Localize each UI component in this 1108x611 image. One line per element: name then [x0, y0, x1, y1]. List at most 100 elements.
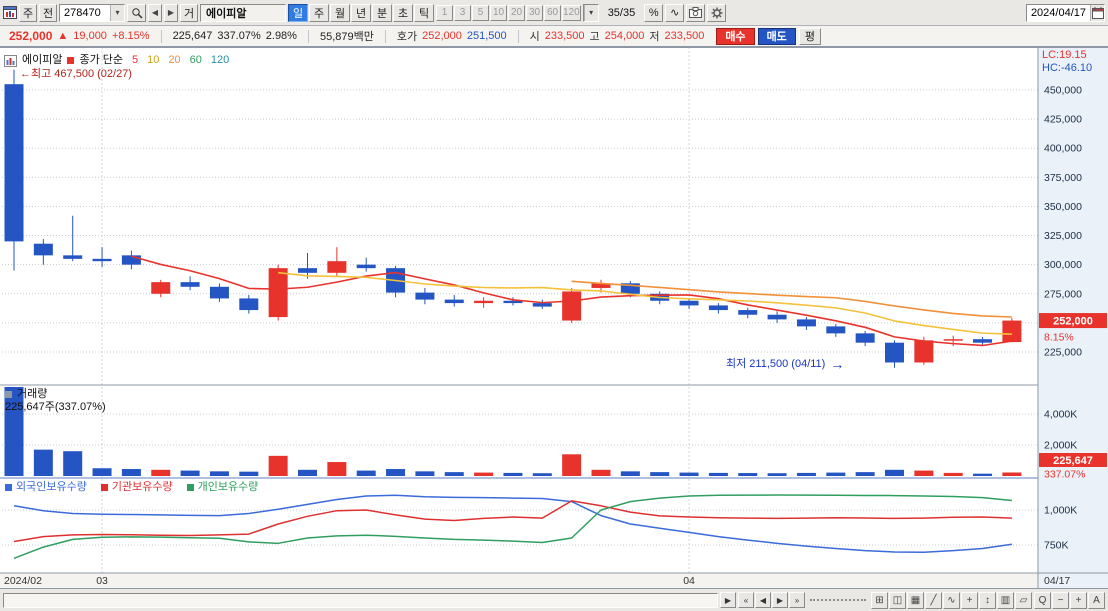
svg-text:350,000: 350,000: [1044, 201, 1082, 213]
scroll-nav-button-3[interactable]: »: [789, 592, 805, 608]
chart-window-icon[interactable]: [3, 6, 17, 19]
interval-button-30[interactable]: 30: [526, 4, 543, 21]
svg-text:337.07%: 337.07%: [1044, 469, 1085, 481]
interval-combo[interactable]: ▾: [582, 3, 599, 22]
svg-text:750K: 750K: [1044, 540, 1069, 552]
holdings-pane-legend: 외국인보유수량 기관보유수량 개인보유수량: [5, 481, 258, 494]
svg-text:375,000: 375,000: [1044, 172, 1082, 184]
buy-button[interactable]: 매수: [716, 27, 755, 45]
svg-text:252,000: 252,000: [1053, 316, 1093, 328]
scroll-nav-button-0[interactable]: «: [738, 592, 754, 608]
divider: [384, 29, 386, 43]
scroll-nav-buttons: «◀ ▶»: [738, 592, 805, 608]
svg-text:1,000K: 1,000K: [1044, 505, 1077, 517]
ma-legend-square: [67, 57, 75, 64]
volume-value: 225,647: [172, 30, 213, 42]
chevron-down-icon[interactable]: ▾: [583, 4, 598, 21]
volume-legend-square: [5, 391, 12, 398]
open-label: 시: [529, 31, 540, 43]
search-icon[interactable]: [127, 3, 146, 22]
interval-button-10[interactable]: 10: [490, 4, 507, 21]
line-style-icon[interactable]: ∿: [665, 3, 685, 22]
chart-canvas[interactable]: 450,000 425,000 400,000 375,000 350,000 325,0…: [0, 47, 1108, 588]
zoom-q-icon[interactable]: Q: [1034, 591, 1051, 609]
period-tab-년[interactable]: 년: [351, 3, 371, 22]
volume-pane-legend: 거래량 225,647주(337.07%): [5, 388, 106, 414]
exchange-button[interactable]: 거: [180, 3, 198, 22]
grid-tool-icon[interactable]: ⊞: [871, 591, 888, 609]
stock-code-combo[interactable]: 278470 ▾: [59, 3, 125, 22]
prev-stock-icon[interactable]: ◀: [148, 3, 162, 22]
panel-tool-icon[interactable]: ▱: [1015, 591, 1032, 609]
capture-icon[interactable]: [686, 3, 706, 22]
quote-bar: 252,000 ▲ 19,000 +8.15% 225,647 337.07% …: [0, 26, 1108, 47]
divider: [517, 29, 519, 43]
svg-text:8.15%: 8.15%: [1044, 332, 1074, 344]
turnover-value: 2.98%: [265, 30, 297, 42]
volume-title: 거래량: [17, 388, 48, 400]
next-stock-icon[interactable]: ▶: [164, 3, 178, 22]
trendline-tool-icon[interactable]: ╱: [925, 591, 942, 609]
period-tab-월[interactable]: 월: [330, 3, 350, 22]
vscale-tool-icon[interactable]: ↕: [979, 591, 996, 609]
period-tab-일[interactable]: 일: [288, 3, 308, 22]
scroll-nav-button-1[interactable]: ◀: [755, 592, 771, 608]
svg-text:2024/02: 2024/02: [4, 575, 42, 587]
ask-price: 252,000: [422, 30, 462, 42]
scroll-nav-button-2[interactable]: ▶: [772, 592, 788, 608]
period-tab-주[interactable]: 주: [309, 3, 329, 22]
interval-button-20[interactable]: 20: [508, 4, 525, 21]
splitter-handle[interactable]: [807, 593, 869, 608]
ma5-label: 5: [132, 54, 139, 66]
divider: [160, 29, 162, 43]
prev-setting-button[interactable]: 전: [39, 3, 57, 22]
period-tab-초[interactable]: 초: [393, 3, 413, 22]
period-tab-틱[interactable]: 틱: [414, 3, 434, 22]
svg-text:275,000: 275,000: [1044, 288, 1082, 300]
ma10-label: 10: [147, 54, 160, 66]
area-tool-icon[interactable]: ▦: [907, 591, 924, 609]
ma120-label: 120: [210, 54, 230, 66]
zoom-buttons: Q − + A: [1034, 591, 1105, 609]
chevron-down-icon[interactable]: ▾: [110, 4, 124, 21]
compare-tool-icon[interactable]: ◫: [889, 591, 906, 609]
ma-legend-label: 종가 단순: [79, 54, 124, 66]
pattern-tool-icon[interactable]: ▥: [997, 591, 1014, 609]
individual-legend-label: 개인보유수량: [197, 481, 259, 493]
interval-button-5[interactable]: 5: [472, 4, 489, 21]
svg-text:300,000: 300,000: [1044, 259, 1082, 271]
sell-button[interactable]: 매도: [757, 27, 796, 45]
crosshair-tool-icon[interactable]: +: [961, 591, 978, 609]
individual-legend-square: [186, 484, 194, 491]
stock-type-button[interactable]: 주: [19, 3, 37, 22]
lc-hc-readout: LC:19.15 HC:-46.10: [1042, 49, 1092, 75]
svg-text:325,000: 325,000: [1044, 230, 1082, 242]
auto-scale-icon[interactable]: A: [1088, 591, 1105, 609]
open-price: 233,500: [544, 30, 585, 42]
chart-h-scrollbar[interactable]: [3, 592, 718, 608]
high-annotation: ←최고 467,500 (02/27): [20, 68, 132, 80]
zoom-out-icon[interactable]: −: [1052, 591, 1069, 609]
date-value: 2024/04/17: [1030, 6, 1086, 19]
legend-institution: 기관보유수량: [100, 481, 173, 494]
interval-button-1[interactable]: 1: [436, 4, 453, 21]
interval-button-3[interactable]: 3: [454, 4, 471, 21]
scroll-right-button[interactable]: ▶: [720, 592, 736, 608]
avg-button[interactable]: 평: [798, 27, 821, 45]
interval-button-120[interactable]: 120: [562, 4, 581, 21]
wave-tool-icon[interactable]: ∿: [943, 591, 960, 609]
settings-gear-icon[interactable]: [707, 3, 727, 22]
interval-button-60[interactable]: 60: [544, 4, 561, 21]
svg-text:400,000: 400,000: [1044, 143, 1082, 155]
calendar-icon[interactable]: [1090, 4, 1104, 21]
date-picker[interactable]: 2024/04/17: [1025, 3, 1105, 22]
scale-icon[interactable]: %: [644, 3, 664, 22]
zoom-in-icon[interactable]: +: [1070, 591, 1087, 609]
period-tab-분[interactable]: 분: [372, 3, 392, 22]
svg-text:225,000: 225,000: [1044, 347, 1082, 359]
price-change: 19,000: [73, 30, 107, 42]
pane-settings-icon[interactable]: [4, 54, 17, 67]
ma20-label: 20: [168, 54, 181, 66]
